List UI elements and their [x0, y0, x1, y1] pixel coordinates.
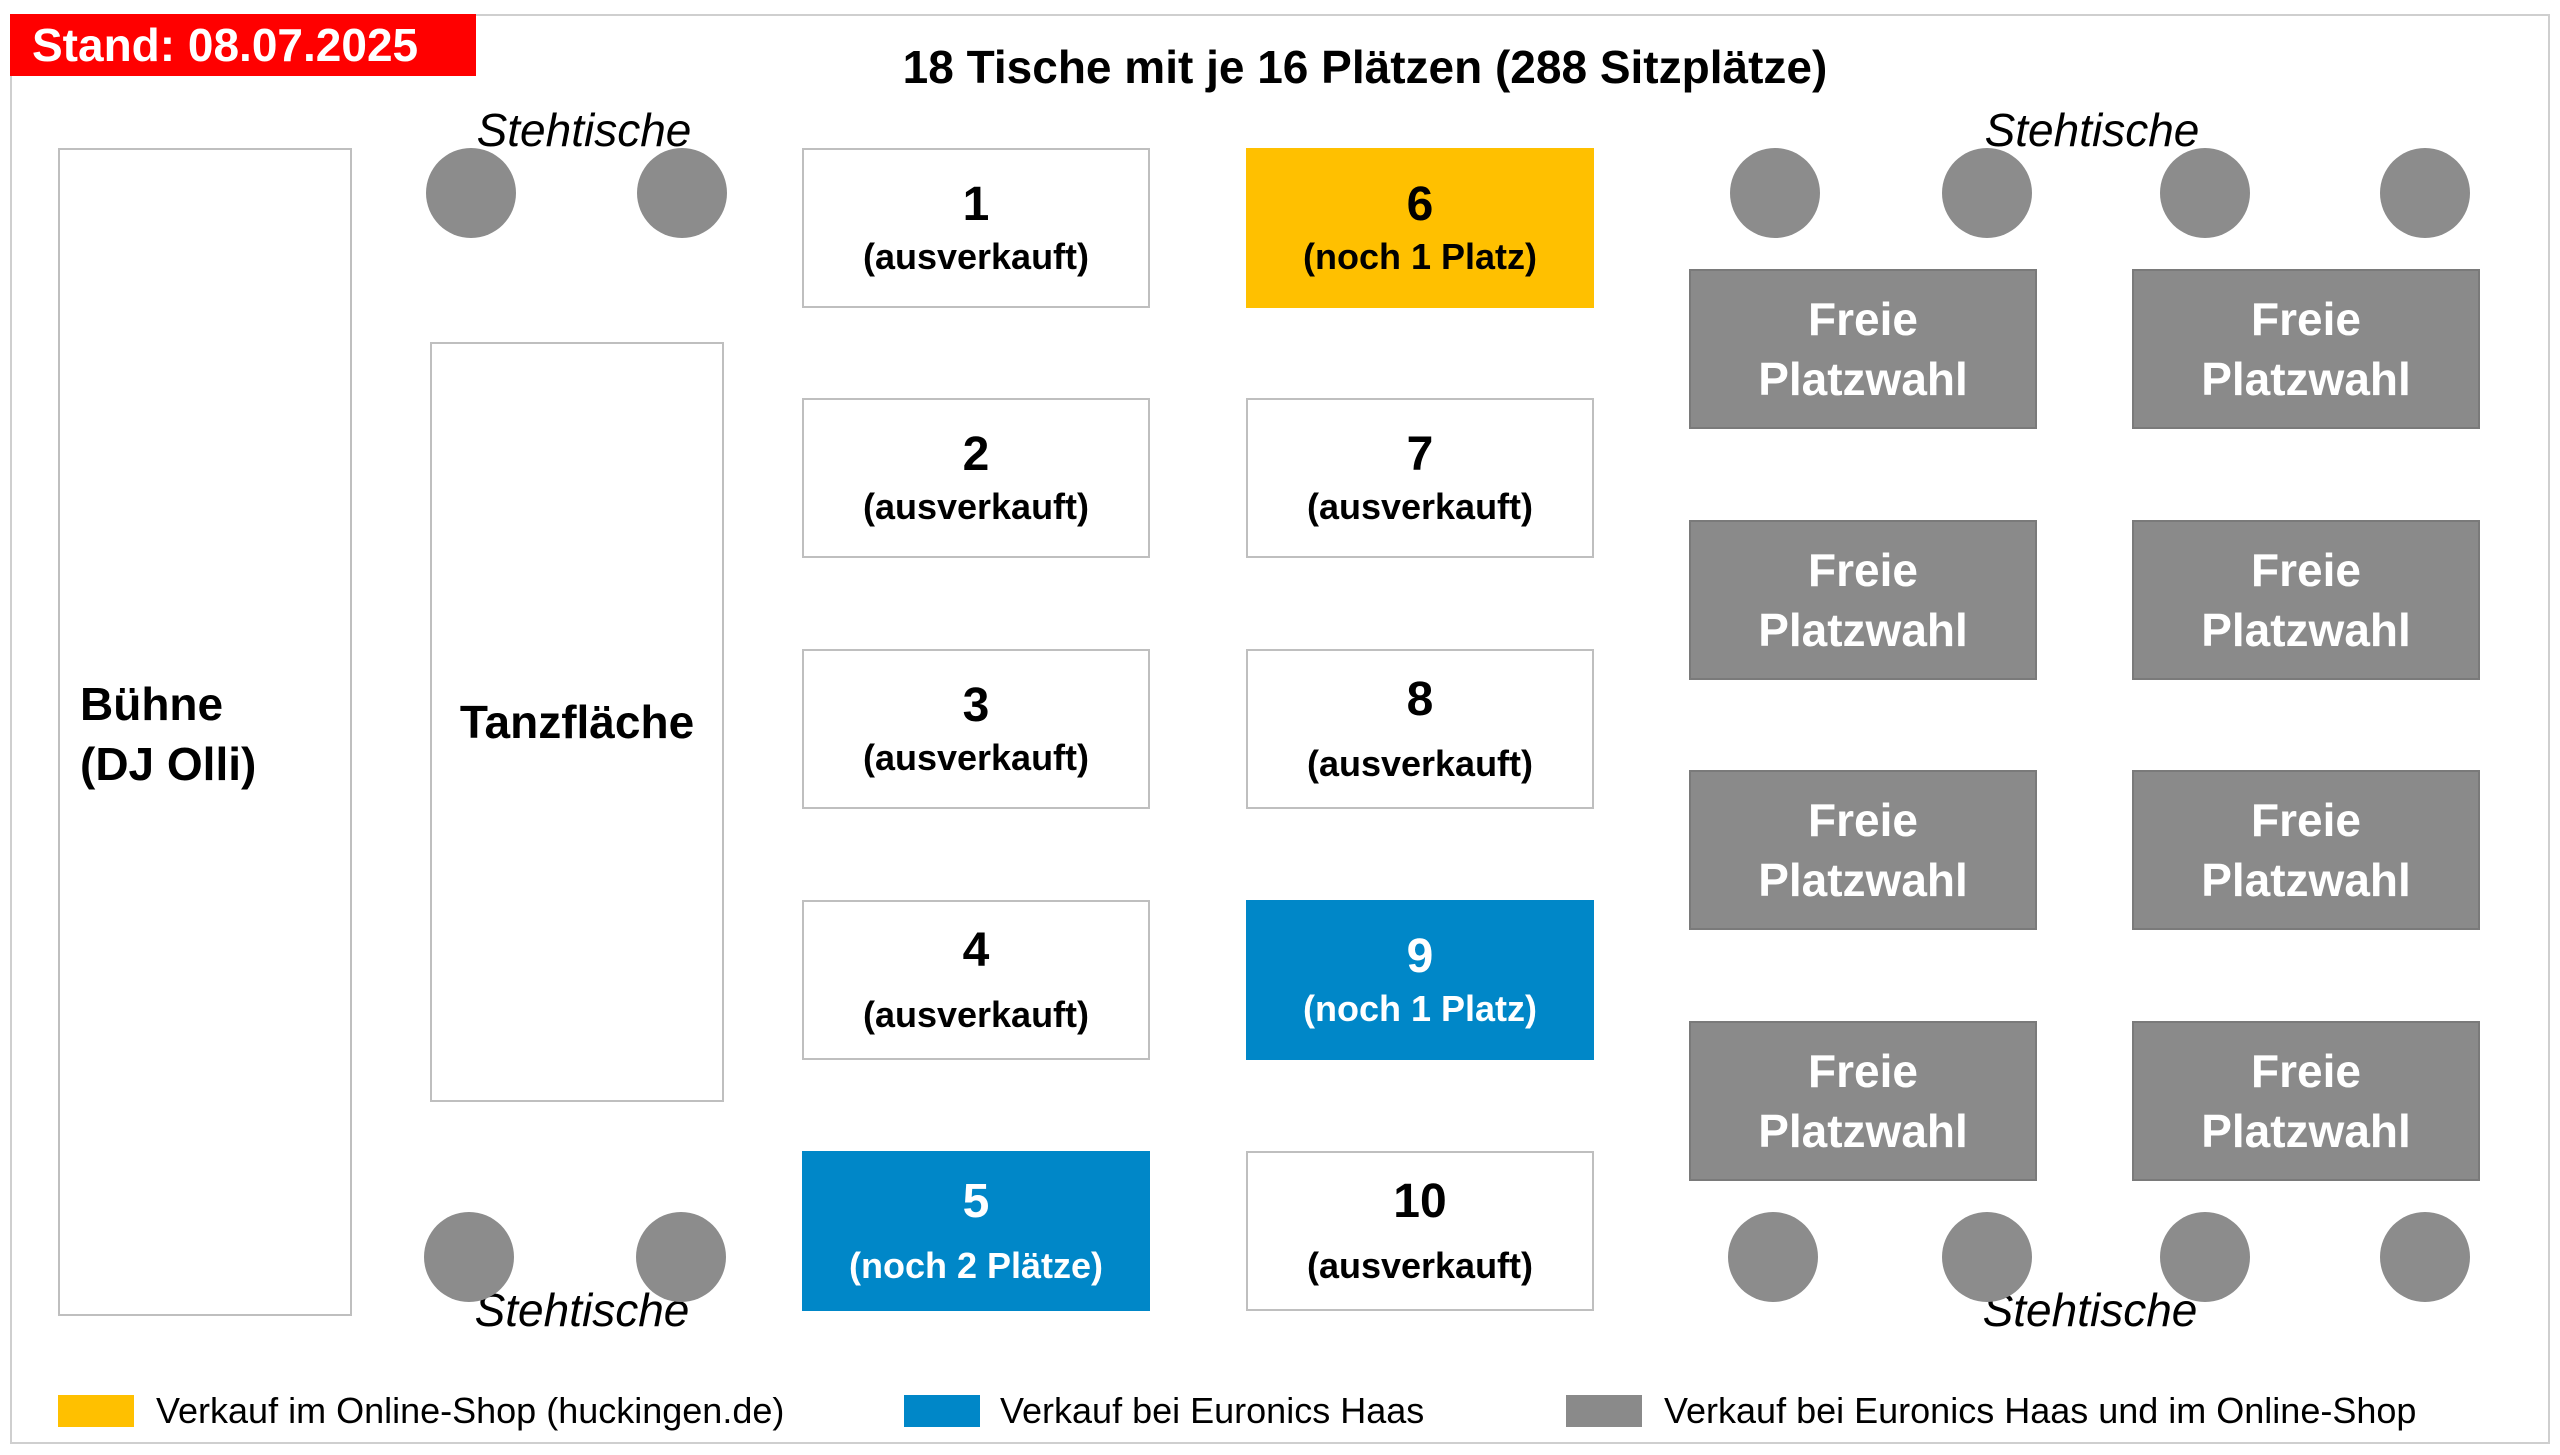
- standing-table: [2160, 148, 2250, 238]
- stage-label-line2: (DJ Olli): [80, 738, 257, 790]
- standing-table: [1942, 148, 2032, 238]
- standing-table: [1942, 1212, 2032, 1302]
- table-number: 2: [962, 428, 990, 481]
- stand-date-badge: Stand: 08.07.2025: [10, 14, 476, 76]
- free-seating-line2: Platzwahl: [2201, 854, 2411, 906]
- table-status: (ausverkauft): [862, 994, 1090, 1035]
- stage-area: [58, 148, 352, 1316]
- free-seating-line2: Platzwahl: [1758, 604, 1968, 656]
- standing-table: [637, 148, 727, 238]
- table-number: 9: [1406, 930, 1434, 983]
- free-seating-table: Freie Platzwahl: [1689, 520, 2037, 680]
- dance-floor-label: Tanzfläche: [459, 696, 695, 748]
- stehtische-label-top-left: Stehtische: [476, 104, 692, 156]
- free-seating-line1: Freie: [1808, 293, 1918, 345]
- free-seating-line1: Freie: [2251, 293, 2361, 345]
- legend-text-online-shop: Verkauf im Online-Shop (huckingen.de): [156, 1390, 785, 1431]
- table-number: 8: [1406, 673, 1434, 726]
- floor-plan-frame: [10, 14, 2550, 1444]
- stage-label: Bühne (DJ Olli): [80, 674, 256, 794]
- free-seating-table: Freie Platzwahl: [1689, 770, 2037, 930]
- table-9: 9 (noch 1 Platz): [1246, 900, 1594, 1060]
- free-seating-table: Freie Platzwahl: [2132, 520, 2480, 680]
- stage-label-line1: Bühne: [80, 678, 224, 730]
- table-4: 4 (ausverkauft): [802, 900, 1150, 1060]
- stehtische-label-top-right: Stehtische: [1984, 104, 2200, 156]
- dance-floor-area: [430, 342, 724, 1102]
- table-7: 7 (ausverkauft): [1246, 398, 1594, 558]
- table-number: 4: [962, 924, 990, 977]
- free-seating-line1: Freie: [2251, 794, 2361, 846]
- stehtische-label-bottom-right: Stehtische: [1982, 1284, 2198, 1336]
- table-status: (ausverkauft): [1306, 486, 1534, 527]
- free-seating-line1: Freie: [1808, 1045, 1918, 1097]
- table-status: (ausverkauft): [862, 236, 1090, 277]
- free-seating-table: Freie Platzwahl: [1689, 269, 2037, 429]
- legend-text-euronics: Verkauf bei Euronics Haas: [1000, 1390, 1425, 1431]
- free-seating-line1: Freie: [2251, 1045, 2361, 1097]
- free-seating-line2: Platzwahl: [2201, 604, 2411, 656]
- legend-text-both: Verkauf bei Euronics Haas und im Online-…: [1664, 1390, 2417, 1431]
- table-number: 3: [962, 679, 990, 732]
- legend-swatch-online-shop: [58, 1395, 134, 1427]
- table-status: (ausverkauft): [1306, 1245, 1534, 1286]
- standing-table: [426, 148, 516, 238]
- free-seating-table: Freie Platzwahl: [2132, 770, 2480, 930]
- free-seating-line2: Platzwahl: [2201, 353, 2411, 405]
- free-seating-line1: Freie: [1808, 544, 1918, 596]
- table-number: 6: [1406, 178, 1434, 231]
- table-number: 1: [962, 178, 990, 231]
- free-seating-line2: Platzwahl: [1758, 353, 1968, 405]
- table-number: 5: [962, 1175, 990, 1228]
- standing-table: [424, 1212, 514, 1302]
- table-5: 5 (noch 2 Plätze): [802, 1151, 1150, 1311]
- free-seating-line2: Platzwahl: [1758, 854, 1968, 906]
- standing-table: [2160, 1212, 2250, 1302]
- table-status: (noch 2 Plätze): [848, 1245, 1104, 1286]
- standing-table: [2380, 1212, 2470, 1302]
- free-seating-line1: Freie: [2251, 544, 2361, 596]
- free-seating-line2: Platzwahl: [2201, 1105, 2411, 1157]
- table-status: (ausverkauft): [862, 737, 1090, 778]
- table-6: 6 (noch 1 Platz): [1246, 148, 1594, 308]
- free-seating-line2: Platzwahl: [1758, 1105, 1968, 1157]
- table-status: (noch 1 Platz): [1302, 236, 1538, 277]
- table-number: 10: [1393, 1175, 1447, 1228]
- free-seating-table: Freie Platzwahl: [1689, 1021, 2037, 1181]
- table-number: 7: [1406, 428, 1434, 481]
- table-10: 10 (ausverkauft): [1246, 1151, 1594, 1311]
- table-1: 1 (ausverkauft): [802, 148, 1150, 308]
- table-2: 2 (ausverkauft): [802, 398, 1150, 558]
- table-8: 8 (ausverkauft): [1246, 649, 1594, 809]
- standing-table: [636, 1212, 726, 1302]
- table-status: (ausverkauft): [862, 486, 1090, 527]
- table-status: (noch 1 Platz): [1302, 988, 1538, 1029]
- standing-table: [2380, 148, 2470, 238]
- free-seating-table: Freie Platzwahl: [2132, 269, 2480, 429]
- standing-table: [1730, 148, 1820, 238]
- table-3: 3 (ausverkauft): [802, 649, 1150, 809]
- plan-title: 18 Tische mit je 16 Plätzen (288 Sitzplä…: [902, 41, 1828, 93]
- legend-swatch-euronics: [904, 1395, 980, 1427]
- standing-table: [1728, 1212, 1818, 1302]
- free-seating-table: Freie Platzwahl: [2132, 1021, 2480, 1181]
- table-status: (ausverkauft): [1306, 743, 1534, 784]
- free-seating-line1: Freie: [1808, 794, 1918, 846]
- legend-swatch-both: [1566, 1395, 1642, 1427]
